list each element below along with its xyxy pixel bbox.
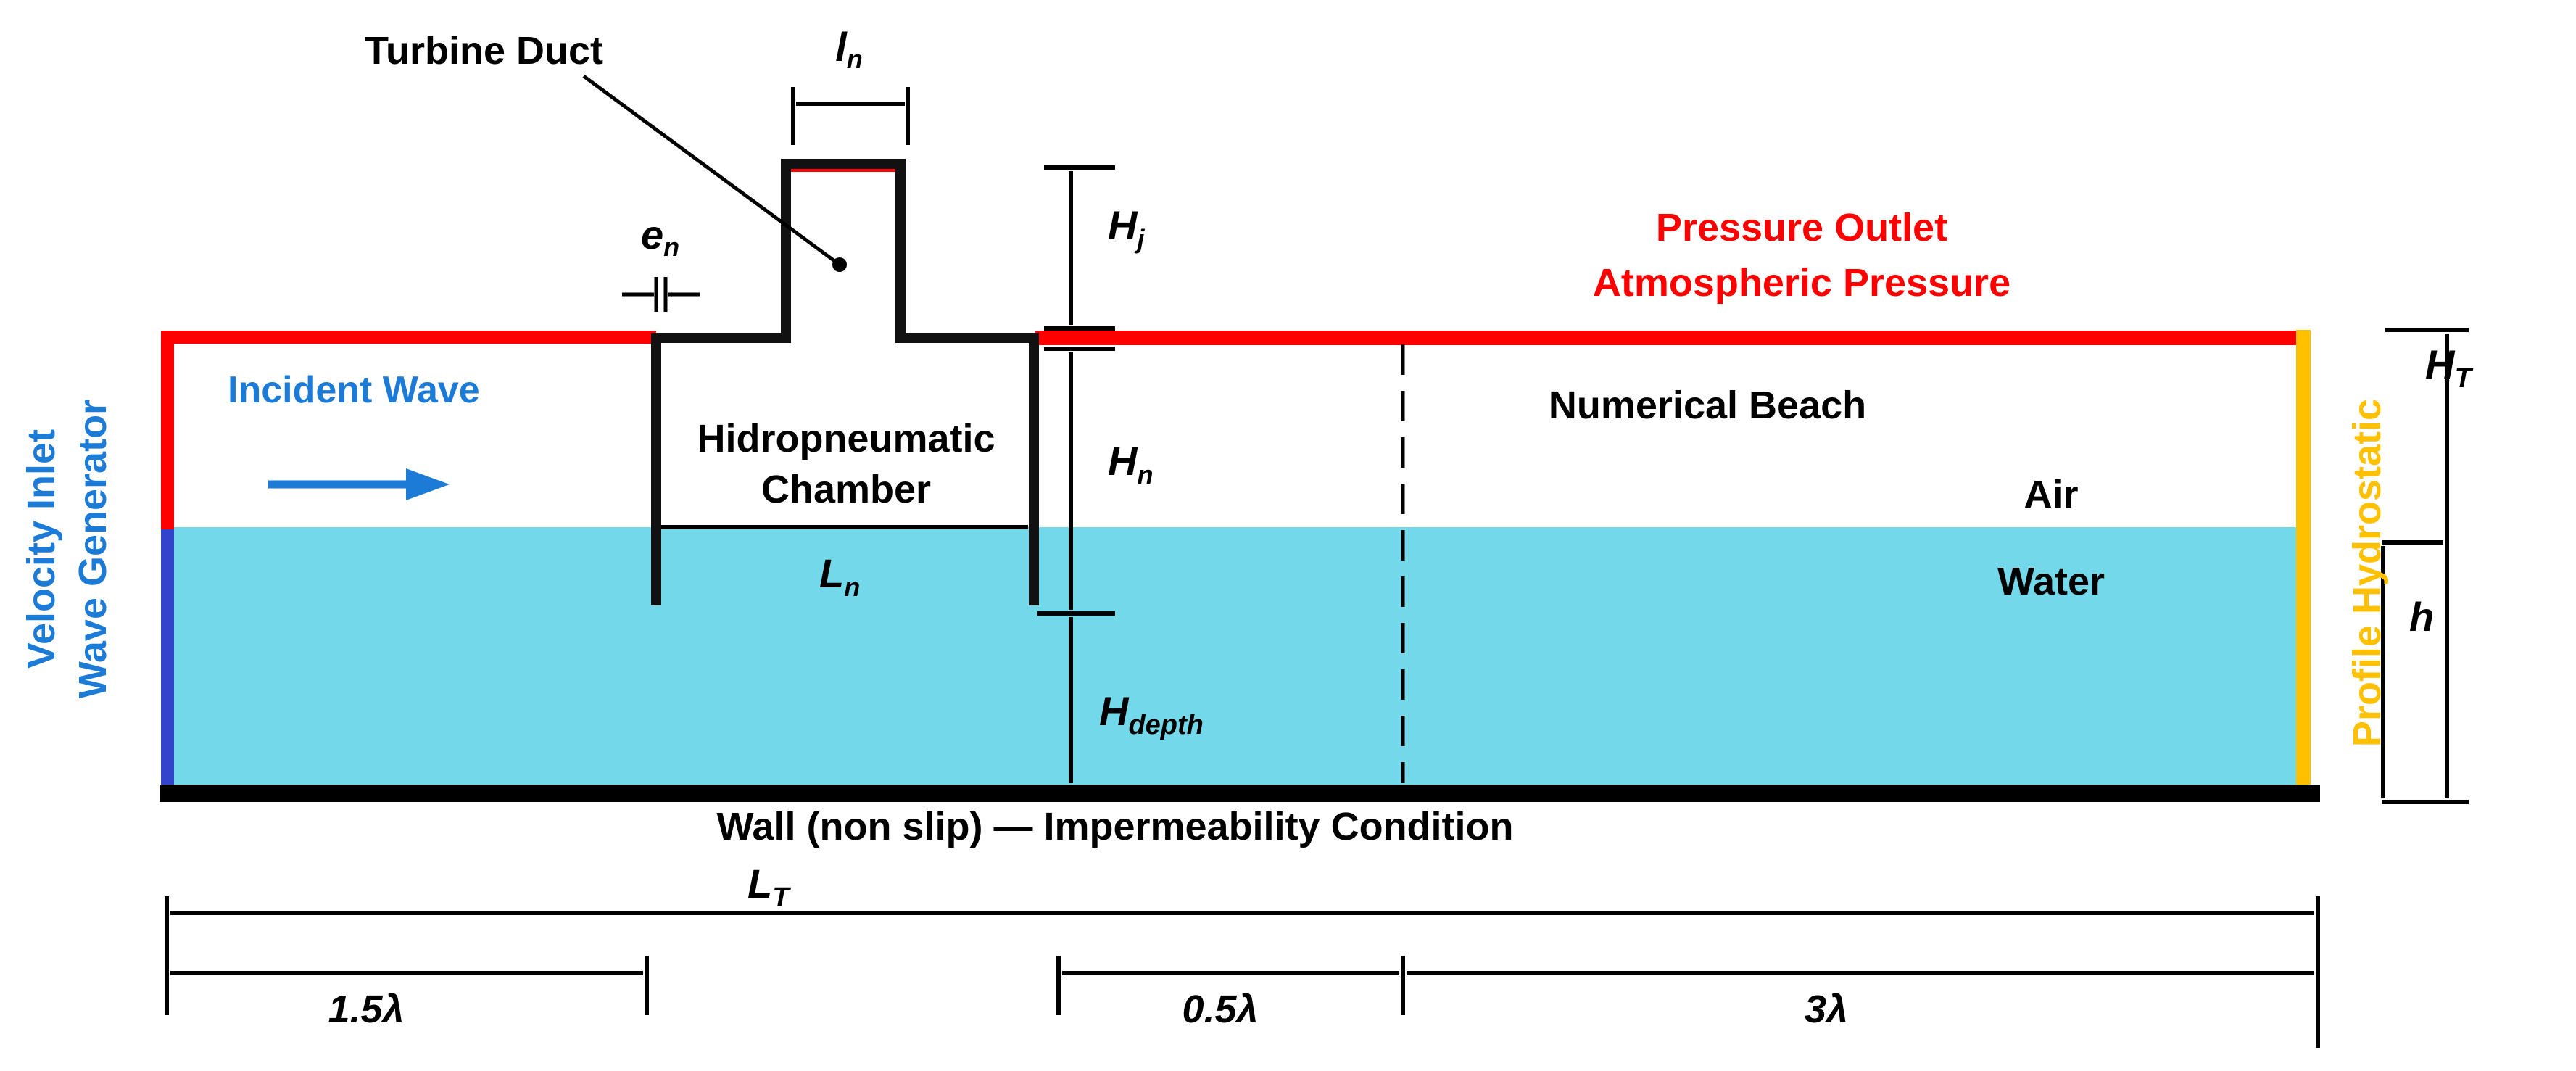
seg-1-5lambda-label: 1.5λ <box>328 988 404 1031</box>
ln-dim-label: ln <box>835 24 863 74</box>
hidropneumatic-label: Hidropneumatic <box>697 417 995 460</box>
atmospheric-pressure-label: Atmospheric Pressure <box>1593 261 2010 305</box>
water-region <box>167 527 2302 785</box>
ht-dim-label: HT <box>2425 342 2473 394</box>
hj-dim-label: Hj <box>1108 202 1145 254</box>
velocity-inlet-label: Velocity Inlet <box>20 429 63 669</box>
hdepth-dim-label: Hdepth <box>1099 688 1204 740</box>
h-dim-label: h <box>2409 594 2434 640</box>
chamber-label: Chamber <box>761 468 931 511</box>
ln-chamber-dim-label: Ln <box>819 550 860 602</box>
wall-condition-label: Wall (non slip) — Impermeability Conditi… <box>716 805 1513 848</box>
numerical-beach-label: Numerical Beach <box>1549 384 1866 427</box>
pressure-outlet-label: Pressure Outlet <box>1656 206 1947 249</box>
incident-wave-arrow-head <box>406 468 450 500</box>
seg-0-5lambda-label: 0.5λ <box>1182 988 1258 1031</box>
air-label: Air <box>2024 473 2078 516</box>
pressure-outlet-left <box>161 331 656 529</box>
seg-3lambda-label: 3λ <box>1805 988 1848 1031</box>
hn-dim-label: Hn <box>1108 438 1153 489</box>
turbine-duct-pointer <box>582 74 841 267</box>
incident-wave-label: Incident Wave <box>228 369 480 411</box>
lt-dim-label: LT <box>747 861 791 913</box>
turbine-duct-pointer-dot <box>832 257 847 272</box>
bottom-wall <box>160 785 2320 802</box>
wave-generator-label: Wave Generator <box>71 400 115 698</box>
owc-chamber-structure <box>651 159 1039 605</box>
en-dim-label: en <box>641 212 679 262</box>
water-label: Water <box>1997 560 2105 603</box>
turbine-duct-label: Turbine Duct <box>365 29 603 73</box>
profile-hydrostatic-label: Profile Hydrostatic <box>2345 399 2389 747</box>
